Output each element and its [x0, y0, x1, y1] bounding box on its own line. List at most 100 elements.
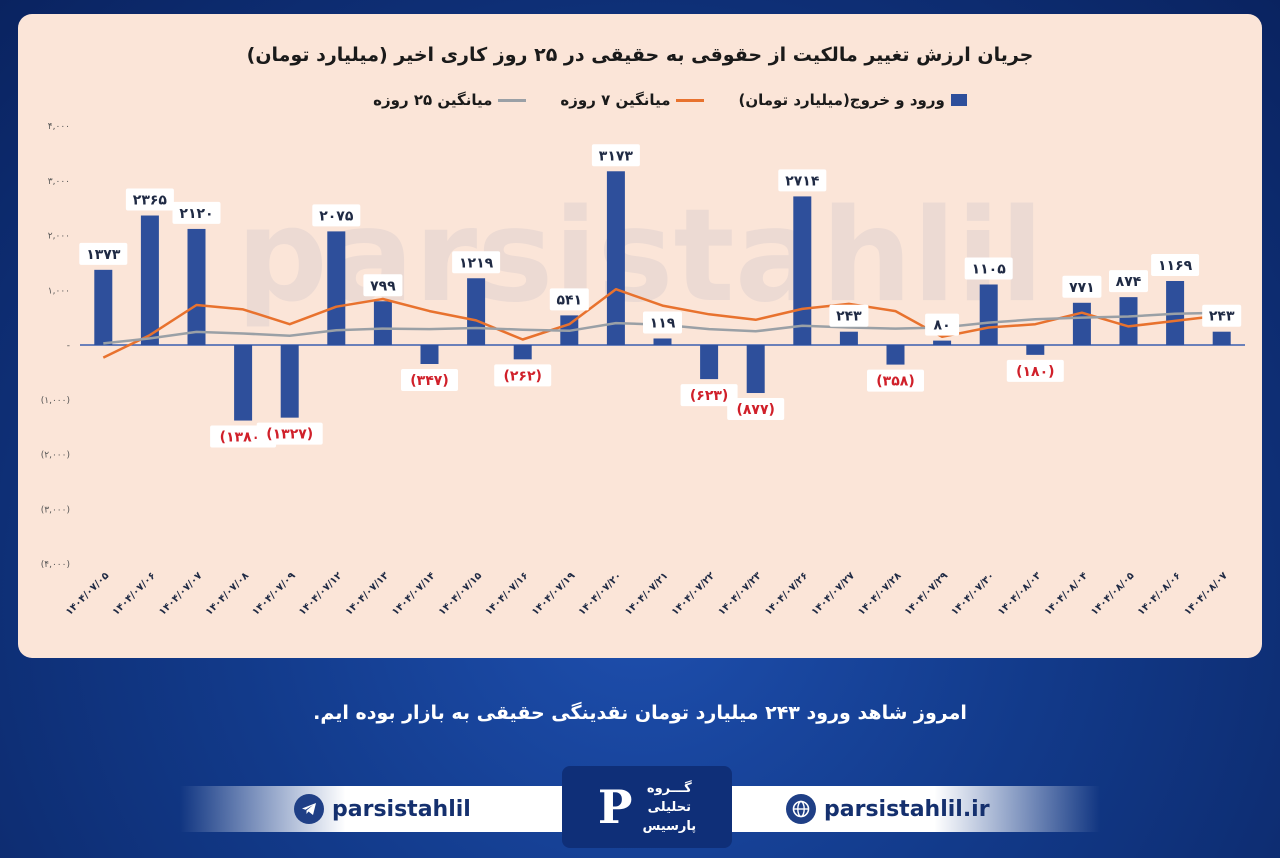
y-tick-label: ۴,۰۰۰ — [48, 122, 70, 132]
bar — [234, 345, 253, 421]
x-tick-label: ۱۴۰۴/۰۷/۰۹ — [250, 570, 297, 617]
x-tick-label: ۱۴۰۴/۰۷/۲۱ — [623, 570, 670, 617]
bar — [933, 340, 952, 345]
bar-data-label: (۲۶۲) — [494, 364, 552, 387]
x-tick-label: ۱۴۰۴/۰۷/۱۹ — [530, 570, 577, 617]
bar — [187, 228, 206, 345]
data-label-box — [312, 204, 361, 227]
data-label-box — [452, 251, 501, 274]
bar — [1072, 302, 1091, 345]
bar — [280, 345, 299, 418]
chart-data-labels: ۱۳۷۳ ۲۳۶۵ ۲۱۲۰ (۱۳۸۰) (۱۳۲۷) ۲۰۷۵ ۷۹۹ (۳۴۷) ۱۲۱۹… — [79, 144, 1242, 448]
bar — [653, 338, 672, 345]
bar — [700, 345, 719, 380]
bar — [373, 301, 392, 345]
data-label-box — [79, 242, 128, 265]
bar-data-label: ۷۹۹ — [363, 274, 403, 297]
logo-line-3: پارسیس — [642, 818, 697, 834]
data-label-box — [256, 422, 323, 445]
x-tick-label: ۱۴۰۴/۰۸/۰۵ — [1089, 570, 1136, 617]
data-label-box — [494, 364, 552, 387]
x-tick-label: ۱۴۰۴/۰۷/۲۷ — [810, 570, 857, 617]
data-label-box — [125, 188, 174, 211]
data-label-box — [1151, 253, 1200, 276]
bar-data-label: ۲۴۳ — [1202, 304, 1242, 327]
data-label-text: ۲۰۷۵ — [319, 208, 354, 224]
bar — [746, 345, 765, 394]
logo-mark-icon: P — [597, 780, 633, 834]
x-tick-label: ۱۴۰۴/۰۷/۲۹ — [903, 570, 950, 617]
data-label-text: ۸۰ — [934, 318, 951, 334]
bar-data-label: ۵۴۱ — [549, 288, 589, 311]
telegram-handle: parsistahlil — [332, 796, 471, 822]
data-label-text: ۱۱۹ — [650, 315, 676, 331]
data-label-box — [778, 169, 827, 192]
data-label-box — [727, 398, 785, 421]
bar — [327, 231, 346, 345]
legend-item-ma7: میانگین ۷ روزه — [560, 91, 705, 109]
bar — [467, 278, 486, 345]
chart-title: جریان ارزش تغییر مالکیت از حقوقی به حقیق… — [246, 44, 1034, 66]
website-link[interactable]: parsistahlil.ir — [786, 790, 990, 828]
x-tick-label: ۱۴۰۴/۰۷/۰۷ — [157, 570, 204, 617]
bar-data-label: (۱۸۰) — [1006, 359, 1064, 382]
y-tick-label: (۴,۰۰۰) — [41, 560, 70, 570]
bar-data-label: (۱۳۲۷) — [256, 422, 323, 445]
chart-bars — [94, 171, 1231, 421]
chart-legend: ورود و خروج(میلیارد تومان) میانگین ۷ روز… — [370, 88, 970, 112]
bar — [420, 345, 439, 364]
data-label-box — [964, 257, 1013, 280]
bar — [140, 215, 159, 345]
bar-data-label: ۱۱۹ — [643, 311, 682, 334]
x-tick-label: ۱۴۰۴/۰۷/۲۶ — [763, 570, 810, 617]
bar — [1026, 345, 1045, 355]
data-label-text: ۳۱۷۳ — [599, 148, 634, 164]
data-label-text: (۱۳۲۷) — [266, 427, 313, 443]
bar-data-label: ۲۱۲۰ — [172, 201, 221, 224]
x-tick-label: ۱۴۰۴/۰۸/۰۳ — [996, 570, 1043, 617]
legend-swatch-ma25 — [498, 98, 527, 102]
bar — [94, 269, 113, 345]
data-label-text: ۱۱۶۹ — [1158, 258, 1193, 274]
x-tick-label: ۱۴۰۴/۰۷/۰۸ — [204, 570, 251, 617]
x-tick-label: ۱۴۰۴/۰۷/۱۴ — [390, 570, 437, 617]
chart-panel — [18, 14, 1262, 658]
data-label-text: (۳۵۸) — [876, 374, 914, 390]
data-label-box — [172, 201, 221, 224]
bar-data-label: ۱۱۶۹ — [1151, 253, 1200, 276]
bar-data-label: (۳۵۸) — [867, 369, 924, 392]
data-label-text: ۲۱۲۰ — [179, 206, 213, 222]
x-tick-label: ۱۴۰۴/۰۷/۰۵ — [64, 570, 111, 617]
x-tick-label: ۱۴۰۴/۰۸/۰۴ — [1043, 570, 1090, 617]
x-tick-label: ۱۴۰۴/۰۷/۱۵ — [437, 570, 484, 617]
watermark-text: parsistahlil — [236, 182, 1044, 331]
data-label-box — [1006, 359, 1064, 382]
bar — [839, 331, 858, 345]
data-label-text: (۳۴۷) — [410, 373, 448, 389]
data-label-box — [549, 288, 589, 311]
bar-data-label: ۳۱۷۳ — [591, 144, 640, 167]
chart-svg: parsistahlil ۴,۰۰۰ ۳,۰۰۰ ۲,۰۰۰ ۱,۰۰۰ - (۱,۰۰۰… — [41, 122, 1245, 618]
y-tick-label: - — [67, 341, 70, 351]
data-label-text: ۱۳۷۳ — [86, 247, 121, 263]
telegram-link[interactable]: parsistahlil — [294, 790, 471, 828]
bar — [1212, 331, 1231, 345]
x-tick-label: ۱۴۰۴/۰۷/۱۶ — [483, 570, 530, 617]
bar — [606, 171, 625, 345]
data-label-text: (۲۶۲) — [503, 368, 541, 384]
brand-logo: P گـــروه تحلیلی پارسیس — [562, 766, 732, 848]
y-tick-label: (۱,۰۰۰) — [41, 396, 70, 406]
data-label-text: (۱۸۰) — [1016, 364, 1054, 380]
bar-data-label: (۳۴۷) — [401, 368, 458, 391]
data-label-text: ۷۹۹ — [370, 278, 396, 294]
x-tick-label: ۱۴۰۴/۰۷/۱۲ — [297, 570, 344, 617]
data-label-box — [643, 311, 682, 334]
legend-swatch-flow — [950, 94, 967, 106]
bar-data-label: ۷۷۱ — [1062, 275, 1102, 298]
data-label-text: ۲۴۳ — [836, 309, 862, 325]
data-label-text: ۷۷۱ — [1069, 280, 1095, 296]
data-label-box — [401, 368, 458, 391]
x-tick-label: ۱۴۰۴/۰۸/۰۶ — [1136, 570, 1183, 617]
legend-label-ma7: میانگین ۷ روزه — [560, 91, 671, 109]
data-label-text: ۱۲۱۹ — [459, 255, 494, 271]
